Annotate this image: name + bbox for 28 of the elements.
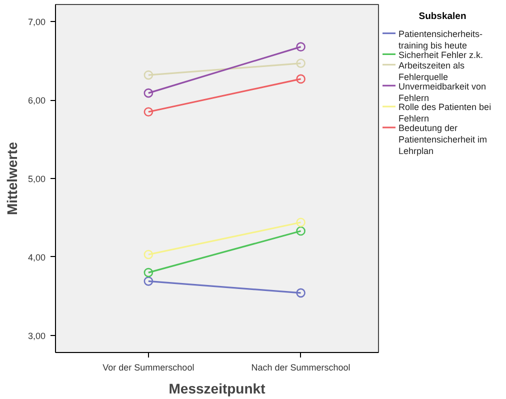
point	[144, 268, 154, 278]
point	[296, 218, 306, 228]
y-tick-label: 3,00	[28, 330, 46, 341]
legend-label: Patientensicherheits-training bis heute	[398, 28, 483, 50]
legend-title: Subskalen	[418, 11, 466, 22]
point	[144, 70, 154, 80]
y-axis-title: Mittelwerte	[4, 142, 20, 216]
point	[296, 58, 306, 68]
y-tick-label: 7,00	[28, 17, 46, 28]
legend-label: Sicherheit Fehler z.k.	[398, 50, 484, 60]
point	[144, 88, 154, 98]
y-tick-label: 6,00	[28, 96, 46, 106]
y-tick-label: 5,00	[28, 174, 46, 184]
point	[296, 226, 306, 236]
point	[144, 276, 154, 286]
point	[296, 74, 306, 84]
point	[296, 288, 306, 298]
x-tick-label: Vor der Summerschool	[102, 362, 194, 372]
point	[296, 42, 306, 52]
legend-label: Unvermeidbarkeit von Fehlern	[398, 81, 486, 103]
x-tick-label: Nach der Summerschool	[251, 362, 350, 372]
y-tick-label: 4,00	[28, 252, 46, 262]
legend-label: Bedeutung der Patientensicherheit im Lehrplan	[398, 123, 488, 156]
point	[144, 107, 154, 117]
legend-label: Rolle des Patienten bei Fehlern	[398, 102, 492, 124]
x-axis-title: Messzeitpunkt	[168, 380, 266, 396]
point	[144, 250, 154, 260]
legend-label: Arbeitszeiten als Fehlerquelle	[398, 60, 466, 82]
